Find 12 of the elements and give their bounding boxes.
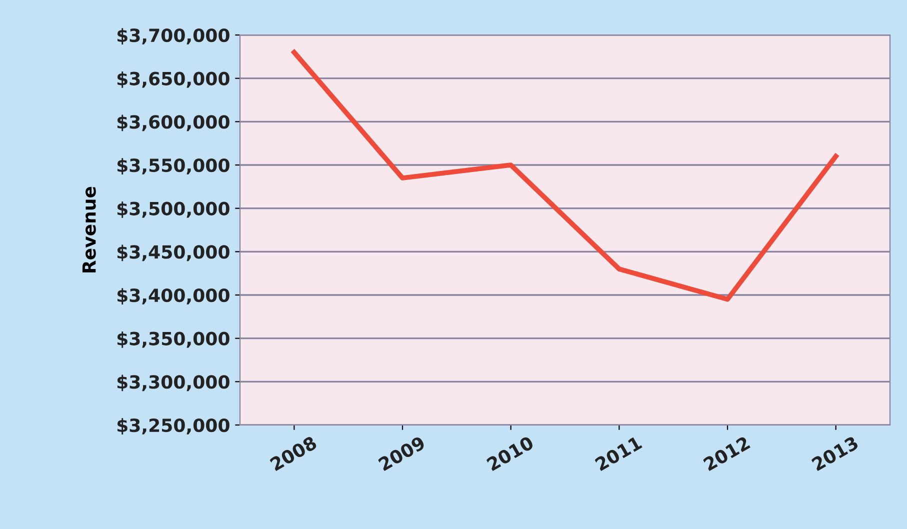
y-tick-label: $3,250,000 xyxy=(117,418,230,435)
y-tick-label: $3,550,000 xyxy=(117,158,230,175)
y-axis-title: Revenue xyxy=(82,186,96,272)
line-series xyxy=(292,50,838,302)
y-tick-label: $3,450,000 xyxy=(117,244,230,262)
y-tick-label: $3,300,000 xyxy=(117,374,230,392)
y-tick-label: $3,650,000 xyxy=(117,71,230,88)
y-tick-label: $3,400,000 xyxy=(117,288,230,305)
y-tick-label: $3,600,000 xyxy=(117,114,230,132)
y-tick-label: $3,350,000 xyxy=(117,331,230,348)
y-tick-label: $3,700,000 xyxy=(117,28,230,45)
y-tick-label: $3,500,000 xyxy=(117,201,230,218)
